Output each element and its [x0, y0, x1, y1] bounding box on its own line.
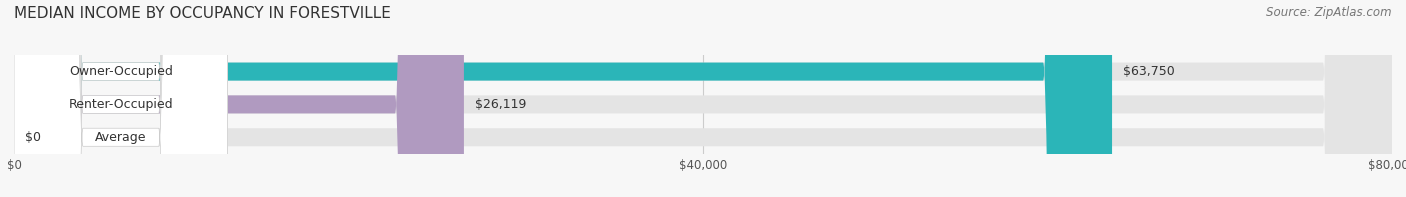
Text: $26,119: $26,119 [475, 98, 526, 111]
FancyBboxPatch shape [14, 0, 228, 197]
FancyBboxPatch shape [14, 0, 1392, 197]
Text: $0: $0 [25, 131, 41, 144]
Text: MEDIAN INCOME BY OCCUPANCY IN FORESTVILLE: MEDIAN INCOME BY OCCUPANCY IN FORESTVILL… [14, 6, 391, 21]
Text: Renter-Occupied: Renter-Occupied [69, 98, 173, 111]
FancyBboxPatch shape [14, 0, 1392, 197]
FancyBboxPatch shape [14, 0, 464, 197]
FancyBboxPatch shape [14, 0, 228, 197]
Text: $63,750: $63,750 [1123, 65, 1175, 78]
Text: Source: ZipAtlas.com: Source: ZipAtlas.com [1267, 6, 1392, 19]
Text: Average: Average [96, 131, 146, 144]
FancyBboxPatch shape [14, 0, 1112, 197]
FancyBboxPatch shape [14, 0, 1392, 197]
Text: Owner-Occupied: Owner-Occupied [69, 65, 173, 78]
FancyBboxPatch shape [14, 0, 228, 197]
